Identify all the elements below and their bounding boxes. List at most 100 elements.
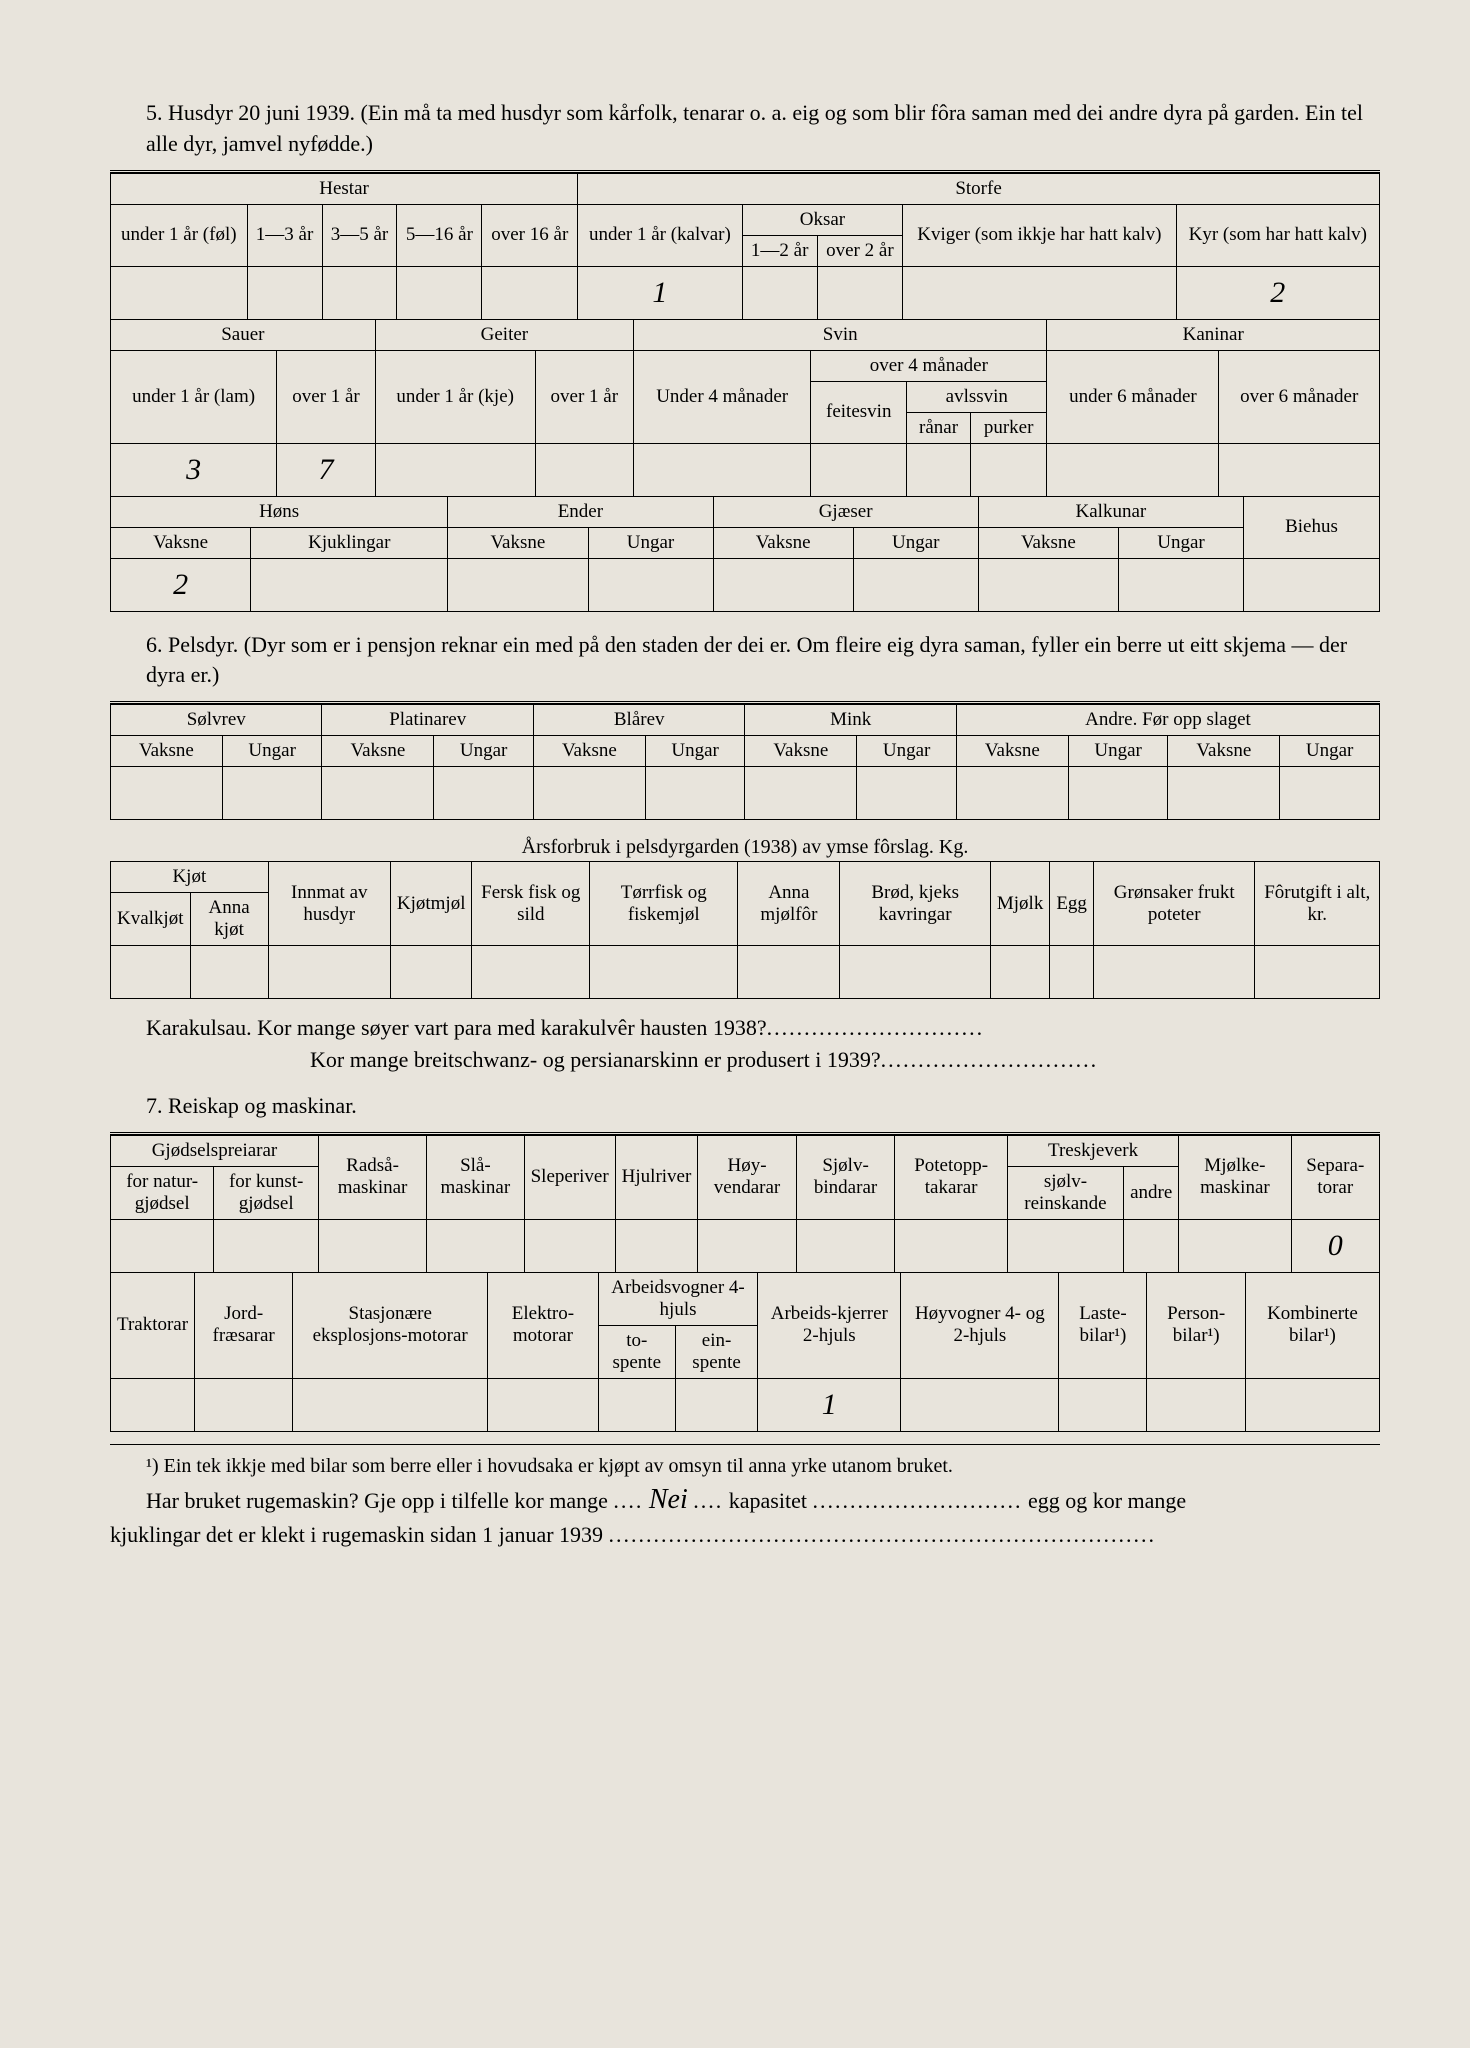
col: Ungar [853, 527, 978, 558]
col: Sleperiver [524, 1135, 615, 1219]
census-form-page: 5. Husdyr 20 juni 1939. (Ein må ta med h… [0, 0, 1470, 2048]
cell [111, 946, 191, 999]
cell [434, 767, 534, 820]
cell [1007, 1219, 1123, 1272]
cell: 1 [578, 266, 743, 319]
col: Ungar [222, 736, 322, 767]
col: Arbeids-kjerrer 2-hjuls [758, 1272, 901, 1378]
col: Ungar [588, 527, 713, 558]
col: Kombinerte bilar¹) [1245, 1272, 1379, 1378]
col: ein-spente [675, 1325, 758, 1378]
col: Mjølk [990, 862, 1049, 946]
cell [195, 1378, 293, 1431]
cell [645, 767, 745, 820]
col: under 1 år (lam) [111, 350, 277, 443]
col: Kjuklingar [251, 527, 448, 558]
cell [713, 558, 853, 611]
col: Slå-maskinar [427, 1135, 524, 1219]
cell [956, 767, 1068, 820]
divider [110, 1444, 1380, 1445]
cell [322, 266, 397, 319]
cell [1255, 946, 1380, 999]
col: Sjølv-bindarar [796, 1135, 895, 1219]
col: feitesvin [811, 381, 907, 443]
col: Ungar [434, 736, 534, 767]
col: Høyvogner 4- og 2-hjuls [901, 1272, 1059, 1378]
blarev-head: Blårev [533, 705, 744, 736]
geiter-head: Geiter [375, 319, 633, 350]
table-fjorfe: Høns Ender Gjæser Kalkunar Biehus Vaksne… [110, 496, 1380, 612]
col: Innmat av husdyr [268, 862, 390, 946]
rugemaskin-q2: kjuklingar det er klekt i rugemaskin sid… [110, 1522, 1380, 1548]
feed-title: Årsforbruk i pelsdyrgarden (1938) av yms… [110, 834, 1380, 861]
cell [111, 767, 223, 820]
cell: 2 [111, 558, 251, 611]
cell [1047, 443, 1219, 496]
col: Ungar [1280, 736, 1380, 767]
col: under 1 år (kalvar) [578, 204, 743, 266]
kjot-head: Kjøt [111, 862, 269, 893]
col: under 6 månader [1047, 350, 1219, 443]
cell [598, 1378, 675, 1431]
cell [390, 946, 472, 999]
cell [895, 1219, 1007, 1272]
col: Kviger (som ikkje har hatt kalv) [903, 204, 1176, 266]
col: Anna mjølfôr [738, 862, 840, 946]
hons-head: Høns [111, 496, 448, 527]
col: Under 4 månader [634, 350, 811, 443]
karakul-q1: Karakulsau. Kor mange søyer vart para me… [110, 1015, 1380, 1041]
col: Person-bilar¹) [1147, 1272, 1246, 1378]
col: Kyr (som har hatt kalv) [1176, 204, 1379, 266]
col: sjølv-reinskande [1007, 1166, 1123, 1219]
andre-head: Andre. Før opp slaget [956, 705, 1379, 736]
cell [811, 443, 907, 496]
sec7-title: 7. Reiskap og maskinar. [110, 1091, 1380, 1122]
ender-head: Ender [448, 496, 713, 527]
cell [111, 266, 248, 319]
col: over 6 månader [1219, 350, 1380, 443]
mink-head: Mink [745, 705, 956, 736]
dotted-line: .... [613, 1488, 643, 1513]
arbeidsvogner-head: Arbeidsvogner 4-hjuls [598, 1272, 758, 1325]
col: over 4 månader [811, 350, 1047, 381]
cell [742, 266, 817, 319]
cell [111, 1378, 195, 1431]
cell [293, 1378, 488, 1431]
cell [738, 946, 840, 999]
cell [1168, 767, 1280, 820]
cell [698, 1219, 796, 1272]
cell [251, 558, 448, 611]
table-reiskap-a: Gjødselspreiarar Radså-maskinar Slå-mask… [110, 1135, 1380, 1273]
cell [1119, 558, 1244, 611]
cell [247, 266, 322, 319]
rugemaskin-q: Har bruket rugemaskin? Gje opp i tilfell… [110, 1484, 1380, 1516]
karakul-q2: Kor mange breitschwanz- og persianarskin… [110, 1047, 1380, 1073]
oksar-head: Oksar [742, 204, 902, 235]
cell [533, 767, 645, 820]
cell: 7 [277, 443, 376, 496]
col: avlssvin [907, 381, 1047, 412]
col: for kunst-gjødsel [214, 1166, 319, 1219]
cell [857, 767, 957, 820]
cell [840, 946, 990, 999]
cell [1219, 443, 1380, 496]
col: 5—16 år [397, 204, 482, 266]
cell [268, 946, 390, 999]
text: kjuklingar det er klekt i rugemaskin sid… [110, 1522, 603, 1547]
col: Stasjonære eksplosjons-motorar [293, 1272, 488, 1378]
dotted-line: ............................ [812, 1488, 1022, 1513]
text: Kor mange breitschwanz- og persianarskin… [310, 1047, 881, 1072]
sauer-head: Sauer [111, 319, 376, 350]
col: Ungar [645, 736, 745, 767]
kaninar-head: Kaninar [1047, 319, 1380, 350]
cell [990, 946, 1049, 999]
col: for natur-gjødsel [111, 1166, 214, 1219]
col: Jord-fræsarar [195, 1272, 293, 1378]
cell [817, 266, 903, 319]
cell [1245, 1378, 1379, 1431]
cell [472, 946, 590, 999]
cell [111, 1219, 214, 1272]
dotted-line: .... [693, 1488, 723, 1513]
cell [978, 558, 1118, 611]
cell [907, 443, 971, 496]
